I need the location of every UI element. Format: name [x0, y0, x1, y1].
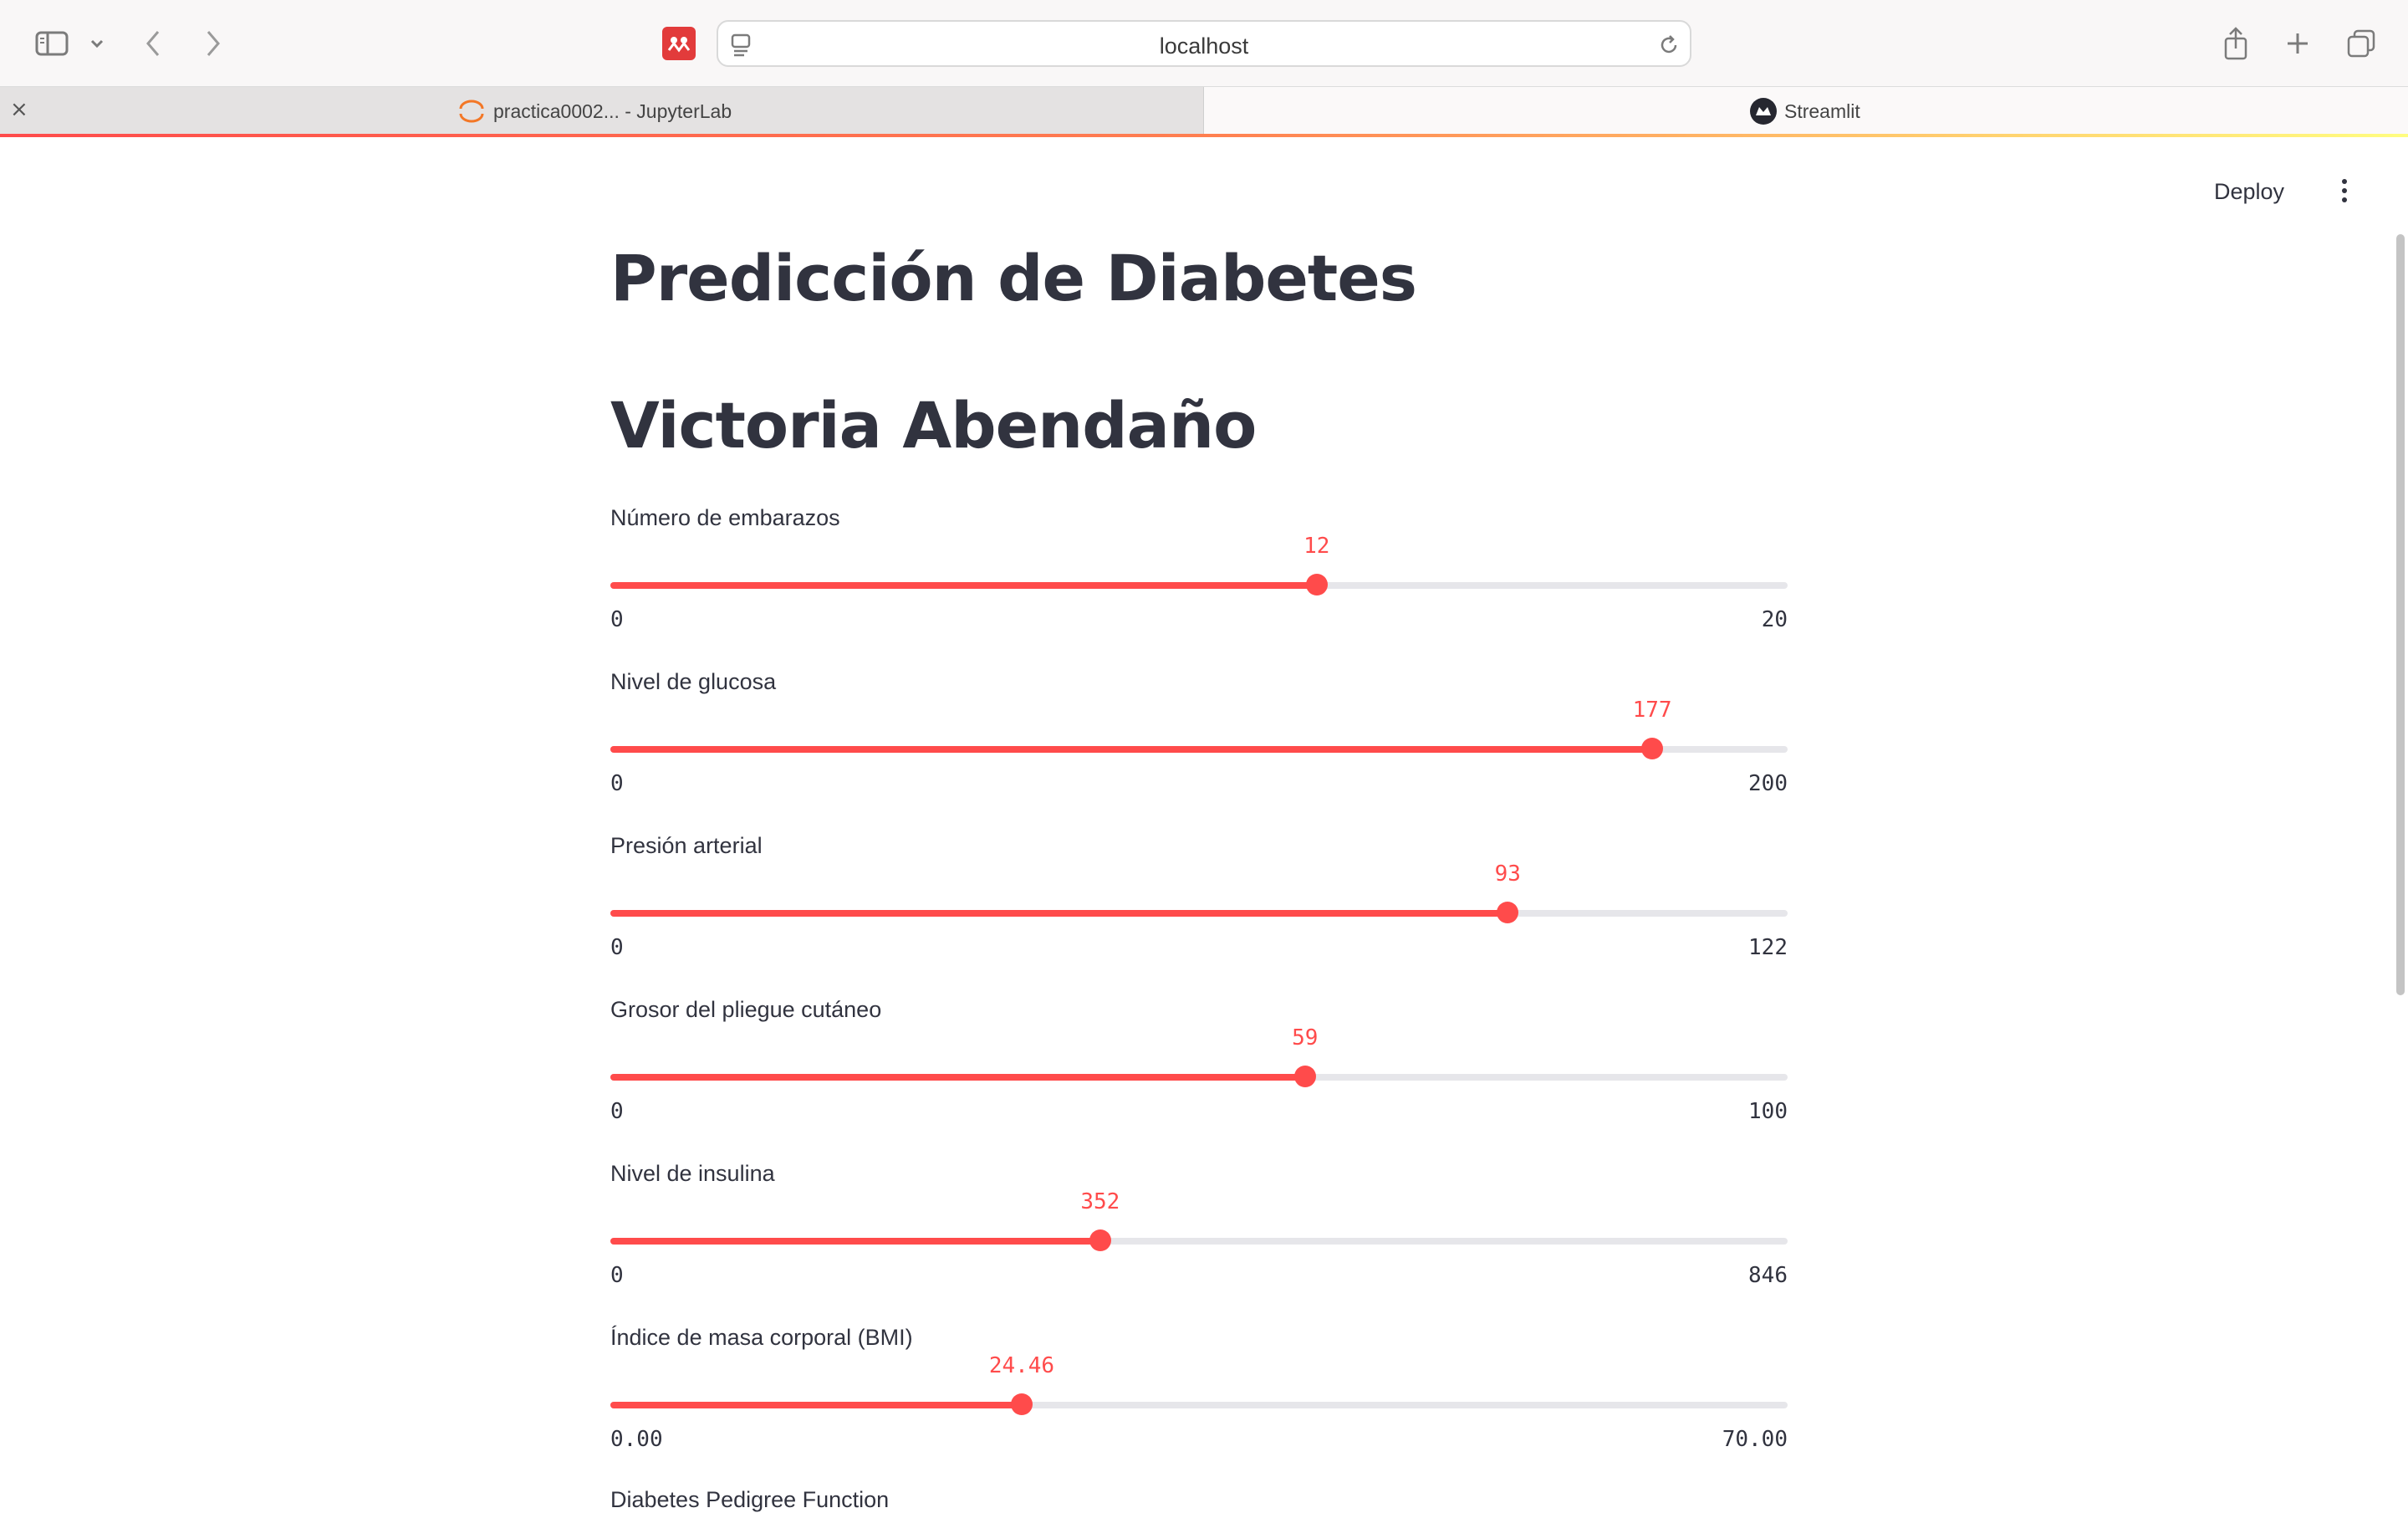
slider-range: 0 122	[610, 935, 1788, 964]
slider: Grosor del pliegue cutáneo 59 0 100	[610, 997, 1788, 1161]
slider: Nivel de insulina 352 0 846	[610, 1161, 1788, 1325]
slider-label: Nivel de insulina	[610, 1161, 775, 1186]
slider-min: 0	[610, 607, 624, 632]
tab-overview-icon[interactable]	[2344, 22, 2378, 65]
back-icon[interactable]	[139, 22, 167, 65]
slider-min: 0.00	[610, 1427, 663, 1452]
browser-toolbar: localhost	[0, 0, 2408, 87]
tab-jupyterlab[interactable]: × practica0002... - JupyterLab	[0, 87, 1204, 135]
slider-range: 0.00 70.00	[610, 1427, 1788, 1455]
slider-thumb[interactable]	[1641, 738, 1664, 759]
slider-value: 24.46	[988, 1353, 1055, 1378]
slider-range: 0 846	[610, 1263, 1788, 1291]
close-icon[interactable]: ×	[10, 97, 28, 122]
slider-thumb[interactable]	[1305, 574, 1328, 595]
slider-max: 122	[1748, 935, 1788, 960]
slider-value: 59	[1292, 1025, 1319, 1050]
tab-label-jupyterlab: practica0002... - JupyterLab	[493, 100, 732, 122]
slider: Índice de masa corporal (BMI) 24.46 0.00 70…	[610, 1325, 1788, 1489]
share-icon[interactable]	[2221, 22, 2251, 65]
slider-thumb[interactable]	[1010, 1393, 1033, 1415]
forward-icon[interactable]	[199, 22, 227, 65]
deploy-button[interactable]: Deploy	[2214, 179, 2285, 204]
slider: Número de embarazos 12 0 20	[610, 505, 1788, 669]
url-text: localhost	[1159, 33, 1249, 59]
slider-value: 177	[1632, 698, 1672, 723]
slider-label: Nivel de glucosa	[610, 669, 777, 694]
address-bar[interactable]: localhost	[717, 20, 1691, 67]
page-subtitle: Victoria Abendaño	[610, 388, 1257, 463]
slider: Nivel de glucosa 177 0 200	[610, 669, 1788, 833]
slider-max: 200	[1748, 771, 1788, 796]
slider-label: Índice de masa corporal (BMI)	[610, 1325, 913, 1350]
slider: Presión arterial 93 0 122	[610, 833, 1788, 997]
slider-max: 100	[1748, 1099, 1788, 1124]
slider-track[interactable]: 24.46	[610, 1353, 1788, 1415]
chevron-down-icon[interactable]	[87, 22, 107, 65]
slider-thumb[interactable]	[1089, 1229, 1111, 1251]
slider-thumb[interactable]	[1293, 1066, 1316, 1087]
slider-label-next: Diabetes Pedigree Function	[610, 1487, 890, 1512]
slider-label: Número de embarazos	[610, 505, 840, 530]
page-settings-icon[interactable]	[727, 23, 757, 67]
tab-label-streamlit: Streamlit	[1784, 100, 1860, 122]
sidebar-toggle-icon[interactable]	[33, 22, 70, 65]
slider-min: 0	[610, 1099, 624, 1124]
new-tab-icon[interactable]	[2283, 22, 2313, 65]
slider-range: 0 200	[610, 771, 1788, 800]
slider-fill	[610, 582, 1317, 589]
slider-min: 0	[610, 771, 624, 796]
slider-track[interactable]: 12	[610, 534, 1788, 595]
slider-label: Grosor del pliegue cutáneo	[610, 997, 882, 1022]
slider-fill	[610, 1074, 1305, 1081]
page-title: Predicción de Diabetes	[610, 241, 1417, 315]
slider-max: 20	[1761, 607, 1788, 632]
slider-label: Presión arterial	[610, 833, 763, 858]
slider-track[interactable]: 177	[610, 698, 1788, 759]
streamlit-icon	[1750, 98, 1777, 125]
slider-min: 0	[610, 1263, 624, 1288]
slider-track[interactable]: 59	[610, 1025, 1788, 1087]
slider-track[interactable]: 93	[610, 861, 1788, 923]
slider-value: 12	[1303, 534, 1330, 559]
slider-range: 0 20	[610, 607, 1788, 636]
slider-fill	[610, 1238, 1100, 1245]
slider-fill	[610, 746, 1653, 753]
slider-fill	[610, 910, 1508, 917]
tab-streamlit[interactable]: Streamlit	[1204, 87, 2408, 135]
slider-fill	[610, 1402, 1022, 1408]
reload-icon[interactable]	[1656, 23, 1681, 67]
header-decoration	[0, 134, 2408, 137]
jupyter-icon	[459, 100, 484, 123]
slider-value: 352	[1080, 1189, 1120, 1214]
slider-value: 93	[1494, 861, 1521, 887]
tab-strip: × practica0002... - JupyterLab Streamlit	[0, 87, 2408, 135]
scrollbar[interactable]	[2396, 234, 2405, 995]
slider-track[interactable]: 352	[610, 1189, 1788, 1251]
slider-max: 70.00	[1722, 1427, 1788, 1452]
slider-max: 846	[1748, 1263, 1788, 1288]
extension-icon[interactable]	[662, 27, 696, 60]
main-menu-icon[interactable]	[2334, 179, 2354, 206]
slider-range: 0 100	[610, 1099, 1788, 1127]
slider-min: 0	[610, 935, 624, 960]
slider-thumb[interactable]	[1497, 902, 1519, 923]
